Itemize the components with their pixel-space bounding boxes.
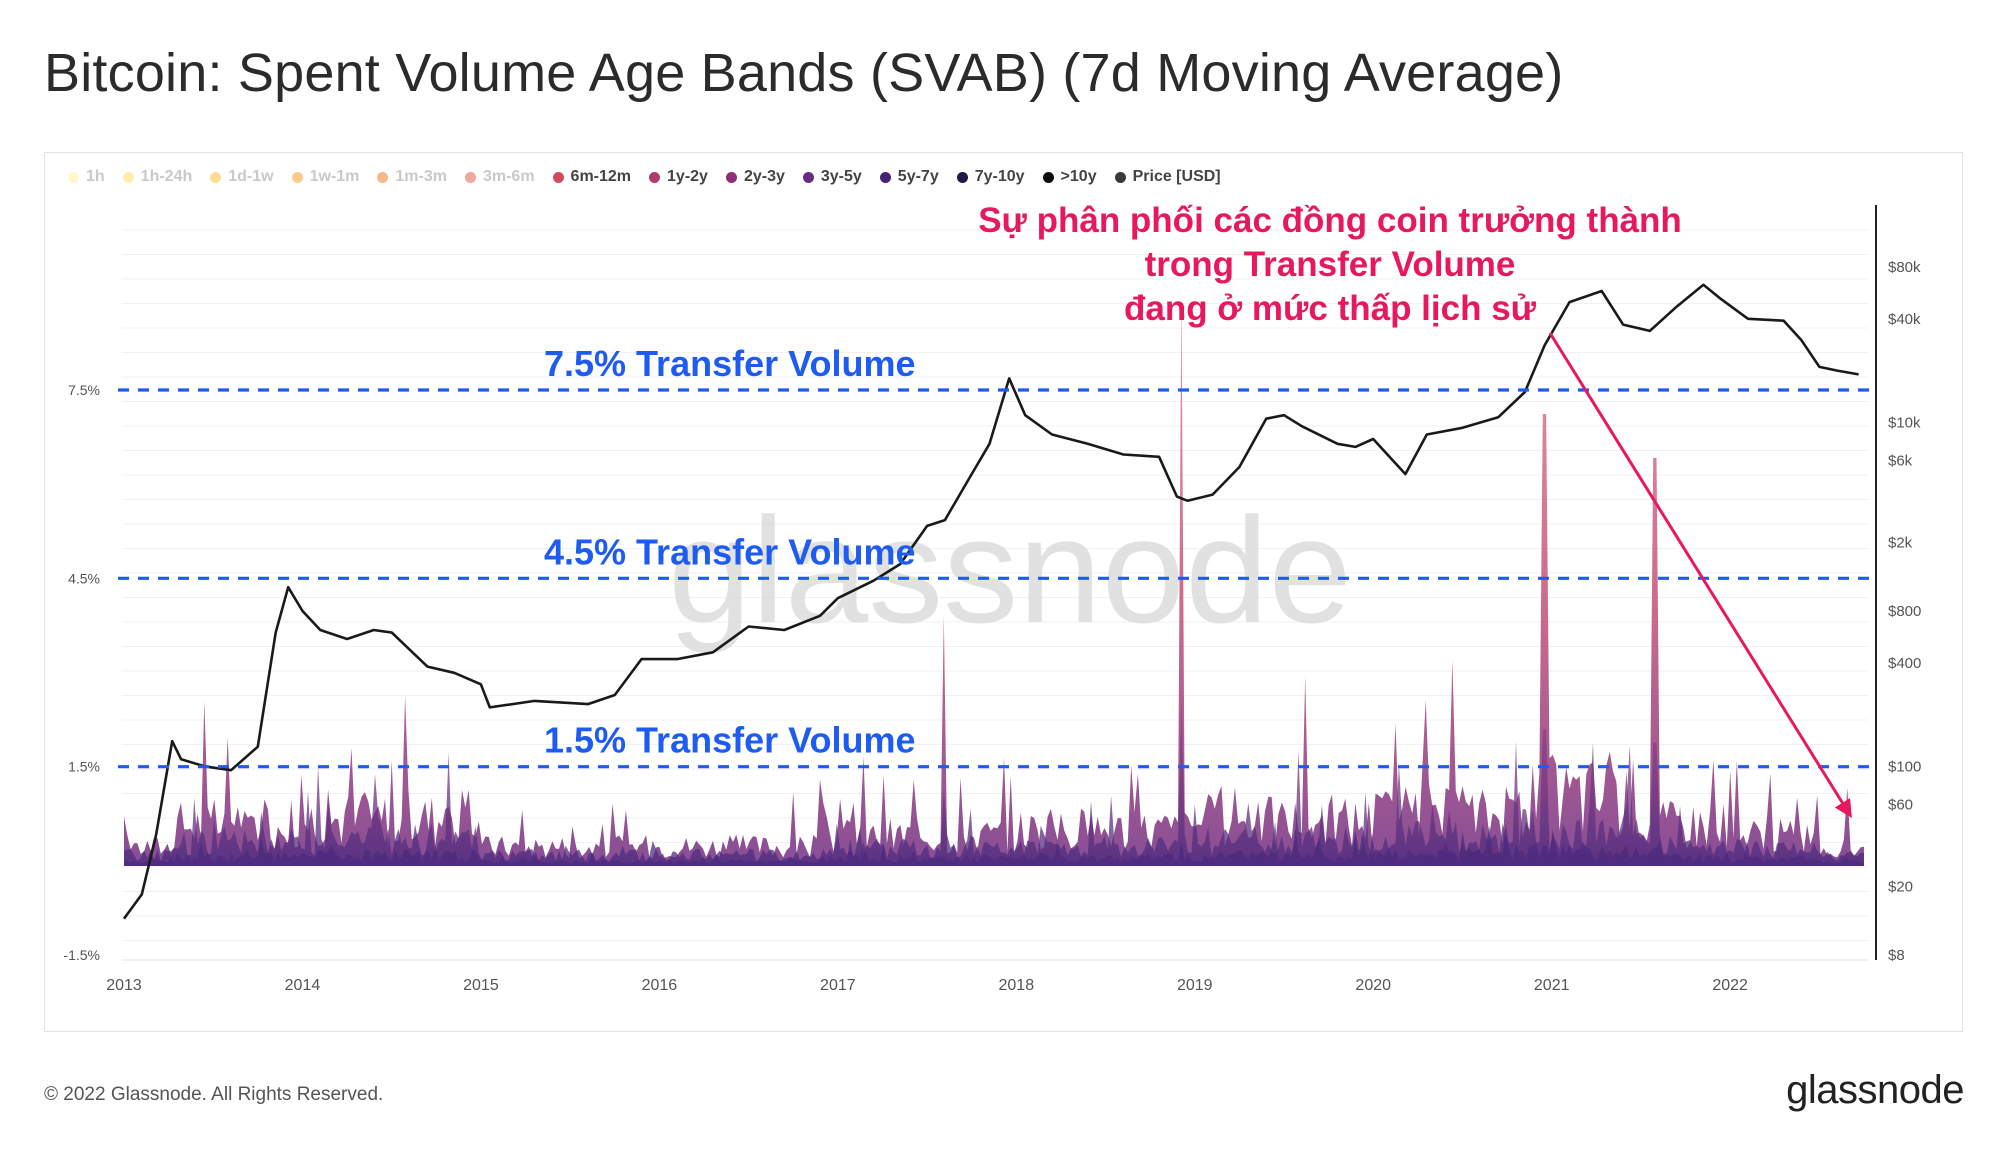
legend-item[interactable]: 1y-2y [649, 168, 708, 186]
x-tick-label: 2021 [1534, 977, 1570, 994]
legend-item[interactable]: 7y-10y [956, 168, 1025, 186]
y-right-tick-label: $800 [1888, 603, 1921, 620]
x-tick-label: 2017 [820, 977, 856, 994]
legend-label: 1h-24h [140, 168, 193, 185]
legend-label: >10y [1060, 168, 1097, 185]
legend-item[interactable]: 1h [68, 168, 105, 186]
x-tick-label: 2013 [106, 977, 142, 994]
legend-item[interactable]: 3y-5y [802, 168, 862, 186]
y-right-tick-label: $10k [1888, 414, 1921, 431]
legend-label: 2y-3y [743, 168, 785, 185]
x-tick-label: 2016 [642, 977, 678, 994]
x-tick-label: 2018 [999, 977, 1035, 994]
legend-item[interactable]: 1w-1m [291, 168, 360, 186]
x-tick-label: 2019 [1177, 977, 1213, 994]
legend-dot [122, 171, 134, 183]
legend-item[interactable]: 6m-12m [552, 168, 632, 186]
legend-label: Price [USD] [1132, 168, 1221, 185]
spent-volume-areas [124, 288, 1864, 866]
legend-dot [1042, 171, 1054, 183]
annotation: Sự phân phối các đồng coin trưởng thành t… [978, 201, 1852, 819]
legend-dot [291, 171, 303, 183]
legend-dot [879, 171, 891, 183]
legend-label: 1y-2y [667, 168, 708, 185]
reference-line-label: 4.5% Transfer Volume [544, 531, 915, 572]
legend-label: 3y-5y [820, 168, 862, 185]
price-line [122, 283, 1859, 920]
axes: 2013 2014 2015 2016 2017 2018 2019 2020 2021 2022… [63, 205, 1921, 994]
y-right-tick-label: $60 [1888, 796, 1913, 813]
legend-item[interactable]: 3m-6m [464, 168, 535, 186]
glassnode-logo: glassnode [1786, 1068, 1964, 1112]
legend-dot [464, 171, 476, 183]
x-tick-label: 2015 [463, 977, 499, 994]
chart-panel [44, 152, 1963, 1032]
reference-line-label: 7.5% Transfer Volume [544, 343, 915, 384]
legend-label: 3m-6m [482, 168, 535, 185]
legend-dot [552, 171, 564, 183]
annotation-text-line: Sự phân phối các đồng coin trưởng thành [978, 201, 1682, 240]
y-left-tick-label: 1.5% [68, 759, 100, 775]
y-left-tick-label: 7.5% [68, 382, 100, 398]
annotation-arrow [1548, 332, 1852, 819]
y-right-tick-label: $6k [1888, 452, 1913, 469]
legend-item[interactable]: 1m-3m [377, 168, 447, 186]
y-right-tick-label: $2k [1888, 535, 1913, 552]
legend-label: 5y-7y [897, 168, 939, 185]
chart-title: Bitcoin: Spent Volume Age Bands (SVAB) (… [44, 43, 1564, 103]
legend-dot [956, 171, 968, 183]
legend-dot [649, 171, 661, 183]
y-left-tick-label: -1.5% [63, 947, 100, 963]
legend-item[interactable]: 2y-3y [725, 168, 785, 186]
y-right-tick-label: $8 [1888, 947, 1905, 964]
annotation-text-line: đang ở mức thấp lịch sử [1124, 289, 1537, 328]
copyright-footer: © 2022 Glassnode. All Rights Reserved. [44, 1084, 384, 1105]
legend-item[interactable]: 5y-7y [879, 168, 939, 186]
legend-label: 6m-12m [570, 168, 632, 185]
y-right-tick-label: $20 [1888, 879, 1913, 896]
x-tick-label: 2022 [1712, 977, 1748, 994]
y-right-tick-label: $40k [1888, 311, 1921, 328]
y-right-tick-label: $80k [1888, 259, 1921, 276]
legend-label: 1d-1w [228, 168, 274, 185]
legend-label: 1w-1m [309, 168, 360, 185]
legend-item[interactable]: 1d-1w [210, 168, 274, 186]
legend-item[interactable]: >10y [1042, 168, 1097, 186]
price-series [122, 283, 1859, 920]
area-band-2y-5y [124, 822, 1864, 866]
y-right-tick-label: $400 [1888, 655, 1921, 672]
legend-dot [68, 171, 79, 183]
x-tick-label: 2020 [1355, 977, 1391, 994]
legend-item[interactable]: Price [USD] [1114, 168, 1221, 186]
legend-dot [1114, 171, 1126, 183]
legend-dot [210, 171, 222, 183]
y-right-tick-label: $100 [1888, 758, 1921, 775]
watermark-text: glassnode [668, 486, 1352, 654]
x-tick-label: 2014 [285, 977, 321, 994]
legend-dot [802, 171, 814, 183]
annotation-text-line: trong Transfer Volume [1145, 245, 1516, 284]
legend-label: 1m-3m [395, 168, 447, 185]
legend-label: 7y-10y [974, 168, 1025, 185]
chart-legend: 1h 1h-24h 1d-1w 1w-1m 1m-3m 3m-6m 6m-12m 1y-2y 2… [68, 168, 1221, 186]
y-left-tick-label: 4.5% [68, 570, 100, 586]
reference-lines: 7.5% Transfer Volume 4.5% Transfer Volume… [118, 343, 1872, 769]
legend-item[interactable]: 1h-24h [122, 168, 193, 186]
legend-dot [725, 171, 737, 183]
legend-dot [377, 171, 389, 183]
area-band-1y-2y [124, 691, 1864, 866]
legend-label: 1h [86, 168, 105, 185]
reference-line-label: 1.5% Transfer Volume [544, 720, 915, 761]
